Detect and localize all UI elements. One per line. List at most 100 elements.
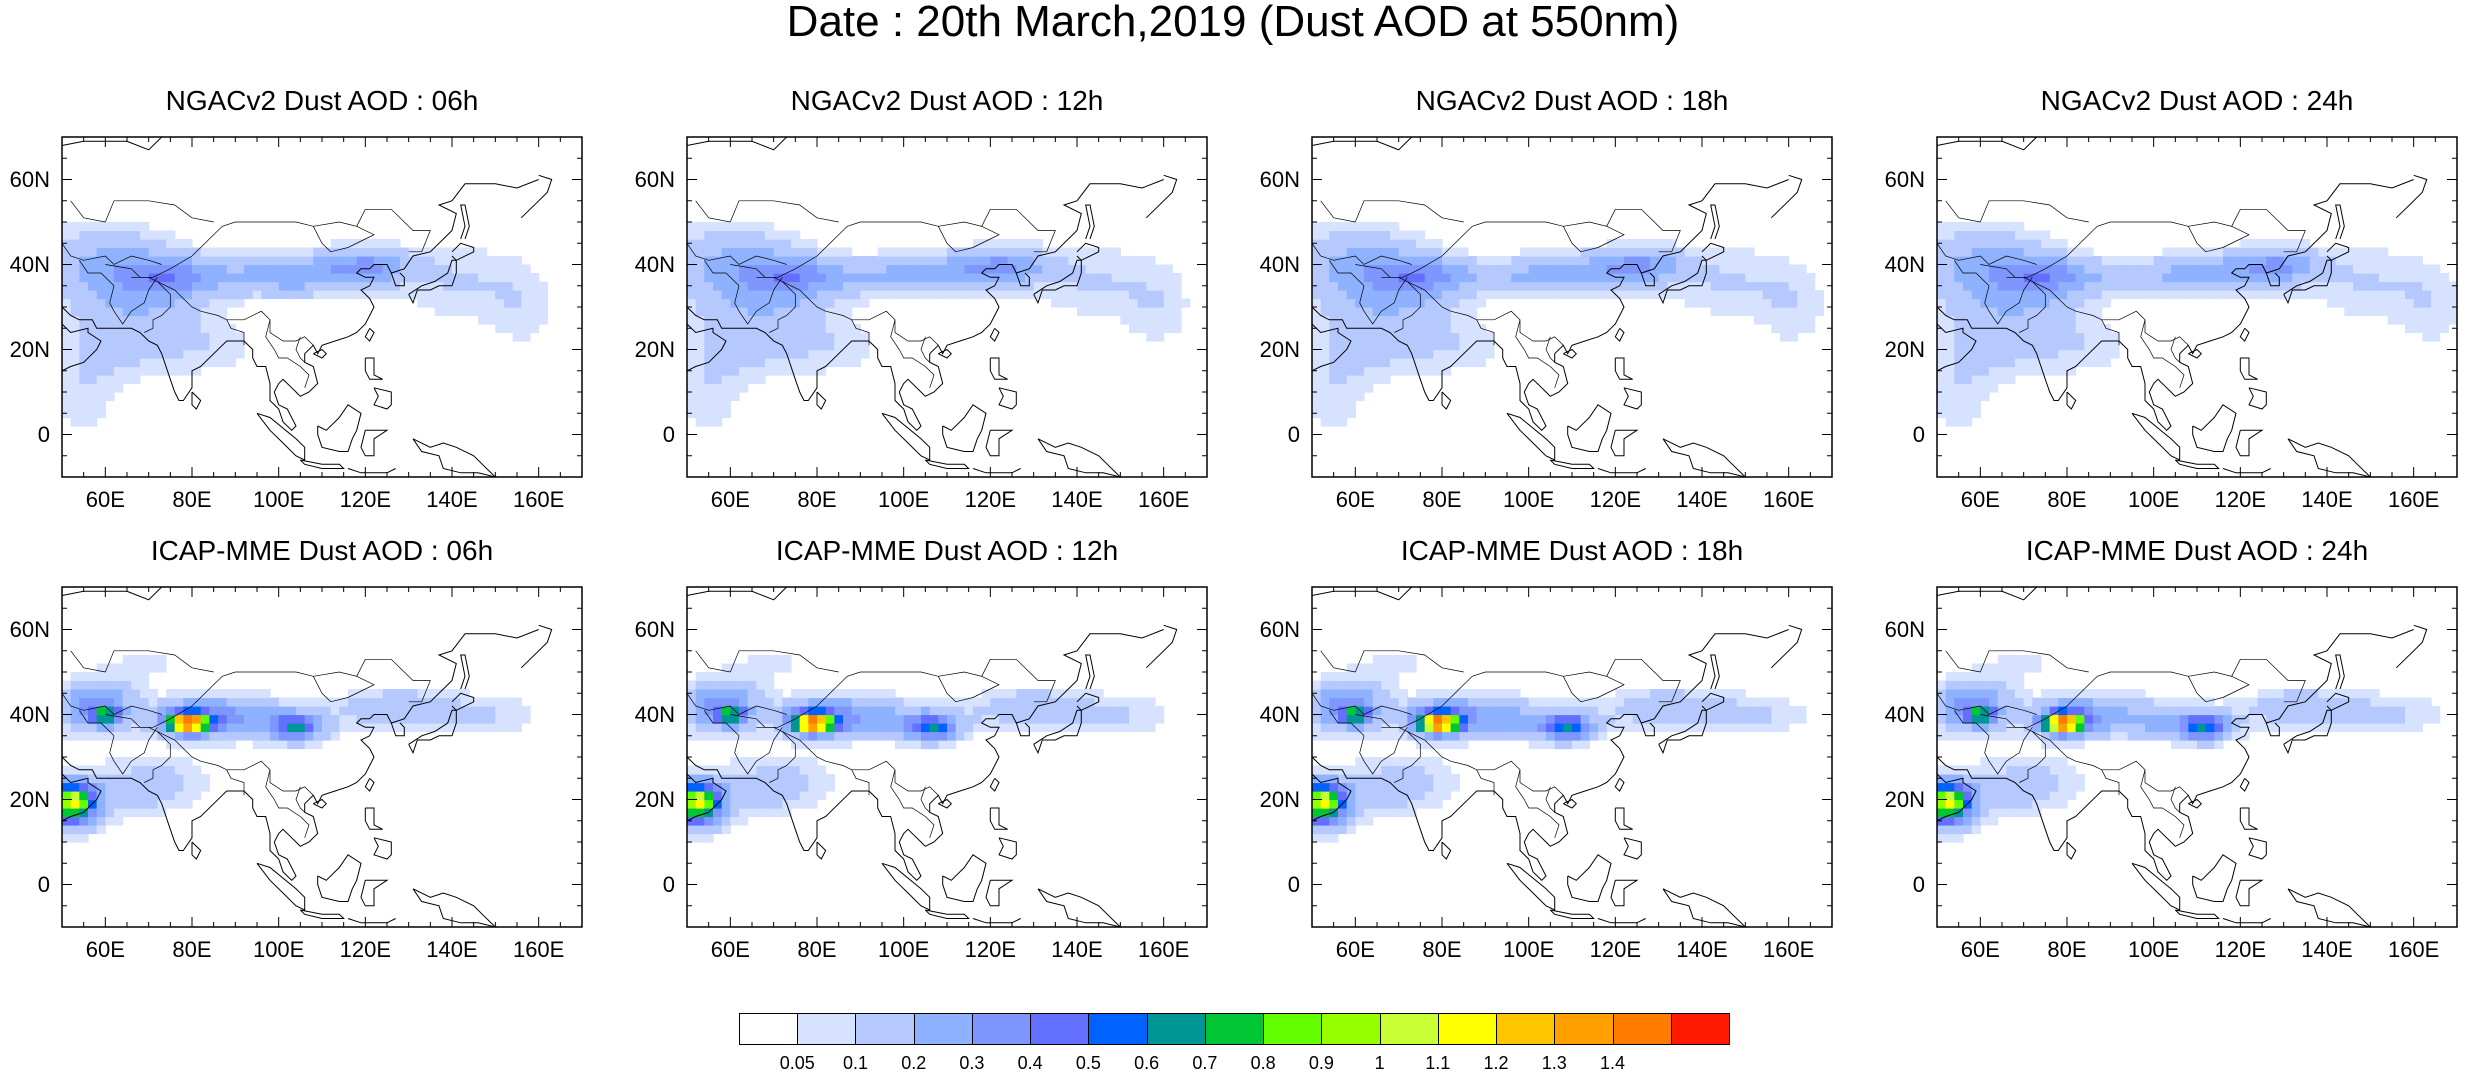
aod-cell: [930, 698, 939, 707]
aod-cell: [79, 307, 88, 316]
aod-cell: [1433, 282, 1442, 291]
aod-cell: [2171, 273, 2180, 282]
aod-cell: [2180, 290, 2189, 299]
aod-cell: [1728, 282, 1737, 291]
aod-cell: [834, 706, 843, 715]
aod-cell: [2032, 299, 2041, 308]
aod-cell: [895, 290, 904, 299]
aod-cell: [1146, 723, 1155, 732]
aod-cell: [1364, 222, 1373, 231]
aod-cell: [1016, 706, 1025, 715]
aod-cell: [1390, 766, 1399, 775]
aod-cell: [808, 367, 817, 376]
aod-cell: [2240, 256, 2249, 265]
aod-cell: [1719, 307, 1728, 316]
aod-cell: [1347, 273, 1356, 282]
aod-cell: [227, 256, 236, 265]
aod-cell: [1980, 757, 1989, 766]
aod-cell: [1103, 706, 1112, 715]
aod-cell: [1312, 384, 1321, 393]
lat-tick-label: 40N: [1865, 254, 1925, 276]
aod-cell: [157, 248, 166, 257]
aod-cell: [461, 715, 470, 724]
aod-cell: [1321, 791, 1330, 800]
aod-cell: [521, 333, 530, 342]
aod-cell: [443, 248, 452, 257]
aod-cell: [175, 715, 184, 724]
aod-cell: [2388, 273, 2397, 282]
aod-cell: [1442, 299, 1451, 308]
aod-cell: [1425, 299, 1434, 308]
aod-cell: [2006, 333, 2015, 342]
aod-cell: [1425, 273, 1434, 282]
aod-cell: [1373, 341, 1382, 350]
aod-cell: [2006, 231, 2015, 240]
aod-cell: [1937, 316, 1946, 325]
aod-cell: [2422, 282, 2431, 291]
aod-cell: [1972, 681, 1981, 690]
aod-cell: [2136, 273, 2145, 282]
aod-cell: [175, 757, 184, 766]
aod-cell: [2024, 783, 2033, 792]
aod-cell: [201, 273, 210, 282]
aod-cell: [1364, 672, 1373, 681]
aod-cell: [808, 774, 817, 783]
aod-cell: [487, 715, 496, 724]
coastline: [313, 800, 326, 809]
aod-cell: [739, 358, 748, 367]
aod-cell: [88, 715, 97, 724]
aod-cell: [2050, 239, 2059, 248]
aod-cell: [1667, 273, 1676, 282]
aod-cell: [2110, 265, 2119, 274]
aod-cell: [791, 358, 800, 367]
coastline: [1038, 439, 1120, 477]
aod-cell: [990, 698, 999, 707]
aod-cell: [1094, 723, 1103, 732]
aod-cell: [71, 375, 80, 384]
aod-cell: [687, 299, 696, 308]
aod-cell: [774, 358, 783, 367]
aod-cell: [999, 256, 1008, 265]
aod-cell: [912, 732, 921, 741]
aod-cell: [1963, 732, 1972, 741]
aod-cell: [713, 418, 722, 427]
aod-cell: [1120, 256, 1129, 265]
aod-cell: [521, 290, 530, 299]
aod-cell: [704, 273, 713, 282]
aod-cell: [1138, 307, 1147, 316]
aod-cell: [713, 239, 722, 248]
aod-cell: [244, 248, 253, 257]
aod-cell: [791, 800, 800, 809]
aod-cell: [1754, 706, 1763, 715]
aod-cell: [1494, 706, 1503, 715]
aod-cell: [209, 689, 218, 698]
aod-cell: [296, 698, 305, 707]
aod-cell: [990, 689, 999, 698]
aod-cell: [2006, 265, 2015, 274]
aod-cell: [713, 808, 722, 817]
aod-cell: [2249, 282, 2258, 291]
aod-cell: [166, 265, 175, 274]
aod-cell: [774, 664, 783, 673]
aod-cell: [756, 239, 765, 248]
lon-tick-label: 160E: [504, 939, 574, 961]
aod-cell: [1963, 265, 1972, 274]
aod-cell: [1555, 732, 1564, 741]
aod-cell: [2353, 282, 2362, 291]
aod-cell: [1572, 248, 1581, 257]
aod-cell: [400, 689, 409, 698]
aod-cell: [1954, 418, 1963, 427]
aod-cell: [1086, 299, 1095, 308]
aod-cell: [166, 791, 175, 800]
aod-cell: [2232, 290, 2241, 299]
aod-cell: [2344, 282, 2353, 291]
aod-cell: [123, 689, 132, 698]
aod-cell: [140, 307, 149, 316]
aod-cell: [808, 766, 817, 775]
aod-cell: [2422, 324, 2431, 333]
aod-cell: [2084, 316, 2093, 325]
aod-cell: [1034, 239, 1043, 248]
aod-cell: [123, 664, 132, 673]
aod-cell: [2292, 256, 2301, 265]
aod-cell: [1520, 723, 1529, 732]
